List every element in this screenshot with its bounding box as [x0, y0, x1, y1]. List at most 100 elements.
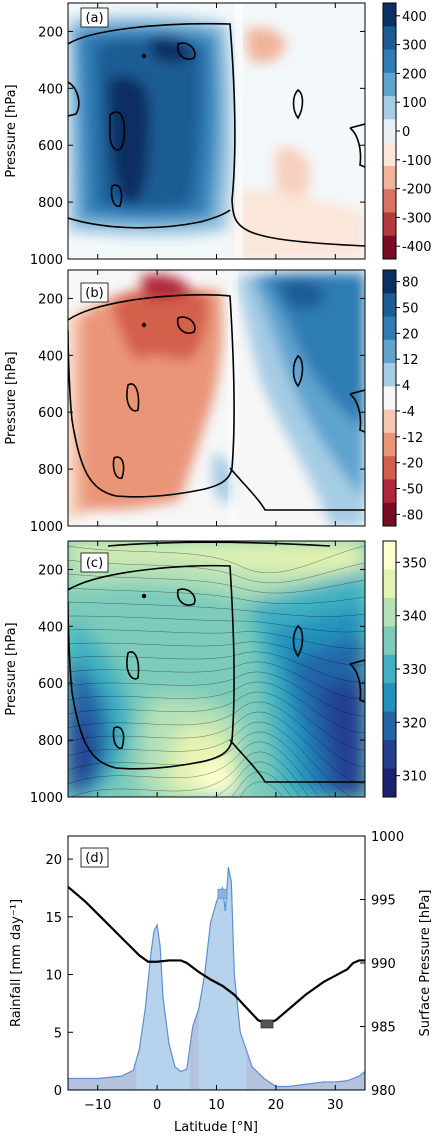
ytick-label: 600	[38, 677, 63, 692]
ytick-label-right: 990	[371, 957, 396, 972]
panel-d: 0 5 10 15 20 980 985 990 995 1000 −10 0 10 20 30 (d)…	[9, 830, 433, 1135]
colorbar-tick-label: 100	[402, 96, 427, 111]
panel-d-ylabel-left: Rainfall [mm day⁻¹]	[9, 899, 24, 1027]
colorbar-tick-label: -100	[402, 154, 432, 169]
ytick-label-right: 980	[371, 1084, 396, 1099]
colorbar-tick-label: -200	[402, 183, 432, 198]
panel-a-colorbar: 400 300 200 100 0 -100 -200 -300 -400	[382, 2, 432, 260]
rainfall-peak-marker	[217, 888, 228, 899]
colorbar-tick-label: 0	[402, 125, 410, 140]
panel-b-xticks	[97, 270, 336, 526]
panel-d-xticks: −10 0 10 20 30	[84, 1085, 344, 1113]
theta-contour	[239, 781, 284, 797]
theta-contour	[68, 731, 333, 797]
panel-b-tag: (b)	[80, 282, 109, 303]
colorbar-swatch	[383, 293, 396, 318]
panel-d-xlabel: Latitude [°N]	[174, 1120, 258, 1135]
ytick-label: 1000	[30, 253, 63, 268]
colorbar-tick-label: 400	[402, 10, 427, 25]
colorbar-tick-label: -20	[402, 457, 423, 472]
colorbar-tick-label: -4	[402, 405, 415, 420]
colorbar-swatch	[383, 119, 396, 144]
colorbar-swatch	[383, 569, 396, 599]
xtick-label: 0	[153, 1098, 161, 1113]
ytick-label-right: 995	[371, 894, 396, 909]
theta-contour	[68, 681, 365, 734]
panel-b-ylabel: Pressure [hPa]	[4, 351, 19, 444]
theta-contour	[68, 661, 365, 700]
ytick-label: 200	[38, 292, 63, 307]
ytick-label: 5	[54, 1026, 62, 1041]
panel-d-yticks-left: 0 5 10 15 20	[45, 853, 73, 1099]
colorbar-swatch	[383, 479, 396, 504]
colorbar-tick-label: -12	[402, 431, 423, 446]
ytick-label: 800	[38, 463, 63, 478]
svg-text:(d): (d)	[85, 851, 103, 866]
panel-a-xticks	[97, 3, 336, 259]
colorbar-swatch	[383, 626, 396, 656]
colorbar-swatch	[383, 711, 396, 741]
xtick-label: 10	[208, 1098, 225, 1113]
surface-pressure-line	[68, 885, 365, 1026]
theta-contour	[68, 711, 365, 785]
colorbar-tick-label: 20	[402, 327, 419, 342]
theta-contour	[68, 721, 354, 797]
colorbar-tick-label: -50	[402, 483, 423, 498]
xtick-label: 30	[327, 1098, 344, 1113]
panel-a-contours	[68, 22, 365, 247]
colorbar-tick-label: 4	[402, 379, 410, 394]
theta-contour	[230, 771, 293, 797]
ytick-label: 10	[45, 969, 62, 984]
pressure-min-marker	[260, 1019, 274, 1029]
theta-contour	[68, 741, 320, 797]
theta-contour	[213, 761, 301, 797]
panel-b: 200 400 600 800 1000 (b) Pressure [hPa] 80 50…	[4, 269, 423, 535]
ytick-label: 400	[38, 82, 63, 97]
panel-c-contours	[68, 541, 365, 783]
colorbar-swatch	[383, 654, 396, 684]
ytick-label: 400	[38, 620, 63, 635]
theta-contour	[68, 641, 365, 666]
panel-c-yticks: 200 400 600 800 1000	[30, 563, 365, 806]
xtick-label: 20	[268, 1098, 285, 1113]
colorbar-swatch	[383, 3, 396, 27]
panel-b-field	[68, 270, 365, 526]
theta-contour	[68, 545, 365, 573]
xtick-label: −10	[84, 1098, 111, 1113]
ytick-label: 400	[38, 349, 63, 364]
theta-contour	[70, 751, 310, 797]
colorbar-swatch	[383, 740, 396, 770]
theta-contour	[68, 559, 365, 584]
ytick-label: 800	[38, 196, 63, 211]
colorbar-tick-label: -400	[402, 240, 432, 255]
panel-a-ylabel: Pressure [hPa]	[4, 84, 19, 177]
colorbar-tick-label: -80	[402, 508, 423, 523]
colorbar-swatch	[383, 768, 396, 798]
colorbar-swatch	[383, 72, 396, 97]
panel-b-yticks: 200 400 600 800 1000	[30, 292, 365, 535]
colorbar-swatch	[383, 270, 396, 294]
ytick-label: 600	[38, 406, 63, 421]
panel-b-colorbar: 80 50 20 12 4 -4 -12 -20 -50 -80	[382, 269, 423, 527]
colorbar-tick-label: 330	[402, 663, 427, 678]
colorbar-swatch	[383, 189, 396, 213]
colorbar-swatch	[383, 96, 396, 120]
panel-c-field	[68, 541, 365, 797]
theta-contour	[68, 651, 365, 683]
panel-a-yticks: 200 400 600 800 1000	[30, 25, 365, 268]
panel-b-contours	[68, 294, 365, 511]
colorbar-swatch	[383, 386, 396, 411]
colorbar-swatch	[383, 26, 396, 51]
colorbar-tick-label: 320	[402, 716, 427, 731]
colorbar-swatch	[383, 363, 396, 387]
colorbar-frame	[382, 269, 397, 527]
colorbar-swatch	[383, 541, 396, 570]
colorbar-swatch	[383, 316, 396, 341]
ytick-label: 800	[38, 734, 63, 749]
panel-d-ylabel-right: Surface Pressure [hPa]	[418, 890, 433, 1037]
svg-text:(c): (c)	[86, 556, 103, 571]
theta-contour	[68, 629, 365, 649]
